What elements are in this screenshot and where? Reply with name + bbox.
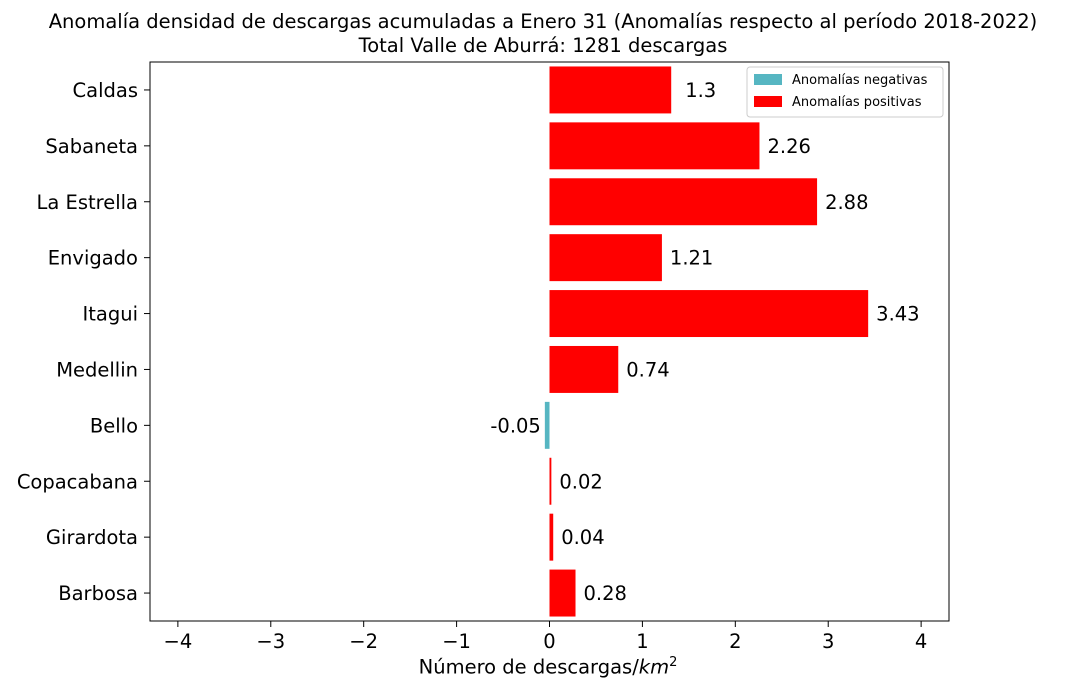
x-tick-label: −1 xyxy=(442,630,471,653)
x-axis-label-unit: km xyxy=(638,655,670,679)
bars-group xyxy=(544,66,869,617)
bar-medellin xyxy=(549,345,619,393)
value-label: 2.26 xyxy=(767,135,810,158)
value-label: 0.02 xyxy=(559,470,602,493)
x-axis-label: Número de descargas/km2 xyxy=(0,655,1086,679)
legend: Anomalías negativas Anomalías positivas xyxy=(746,66,944,118)
bar-caldas xyxy=(549,66,672,114)
y-tick-label: La Estrella xyxy=(36,191,138,214)
legend-swatch xyxy=(754,96,782,107)
y-tick-label: Barbosa xyxy=(58,582,138,605)
value-label: 3.43 xyxy=(876,303,919,326)
y-tick-label: Sabaneta xyxy=(45,135,138,158)
legend-label: Anomalías negativas xyxy=(792,73,928,88)
x-tick-label: 4 xyxy=(915,630,927,653)
chart-title: Anomalía densidad de descargas acumulada… xyxy=(48,10,1038,33)
x-axis-group: −4 −3 −2 −1 0 1 2 3 4 xyxy=(163,621,927,653)
bar-girardota xyxy=(549,513,554,561)
y-tick-label: Itagui xyxy=(82,303,138,326)
legend-box xyxy=(746,66,944,118)
x-tick-label: −3 xyxy=(256,630,285,653)
bar-copacabana xyxy=(549,457,552,505)
value-label: 1.3 xyxy=(685,79,716,102)
value-label: 1.21 xyxy=(670,247,713,270)
y-tick-label: Medellin xyxy=(56,358,138,381)
x-axis-label-exponent: 2 xyxy=(669,655,678,670)
x-tick-label: 3 xyxy=(822,630,834,653)
x-axis-label-text: Número de descargas/ xyxy=(418,655,639,679)
bar-bello xyxy=(544,401,550,449)
value-label: 0.04 xyxy=(561,526,604,549)
value-label: 2.88 xyxy=(825,191,868,214)
plot-frame xyxy=(149,61,950,622)
x-tick-label: 2 xyxy=(729,630,741,653)
bar-barbosa xyxy=(549,569,576,617)
value-label: -0.05 xyxy=(490,414,540,437)
value-labels-group: 1.3 2.26 2.88 1.21 3.43 0.74 -0.05 0.02 0.04 0.28 xyxy=(490,79,919,605)
y-axis-group: Caldas Sabaneta La Estrella Envigado Itagui M… xyxy=(17,79,150,605)
y-tick-label: Envigado xyxy=(48,247,138,270)
x-tick-label: 1 xyxy=(636,630,648,653)
y-tick-label: Girardota xyxy=(46,526,138,549)
x-tick-label: −4 xyxy=(163,630,192,653)
y-tick-label: Copacabana xyxy=(17,470,138,493)
y-tick-label: Caldas xyxy=(73,79,138,102)
bar-envigado xyxy=(549,234,662,282)
bar-la-estrella xyxy=(549,178,818,226)
legend-label: Anomalías positivas xyxy=(792,95,922,110)
bar-sabaneta xyxy=(549,122,760,170)
x-tick-label: −2 xyxy=(349,630,378,653)
value-label: 0.74 xyxy=(626,358,669,381)
chart-subtitle: Total Valle de Aburrá: 1281 descargas xyxy=(358,34,728,57)
value-label: 0.28 xyxy=(584,582,627,605)
legend-swatch xyxy=(754,74,782,85)
x-tick-label: 0 xyxy=(543,630,555,653)
bar-itagui xyxy=(549,290,869,338)
y-tick-label: Bello xyxy=(90,414,138,437)
